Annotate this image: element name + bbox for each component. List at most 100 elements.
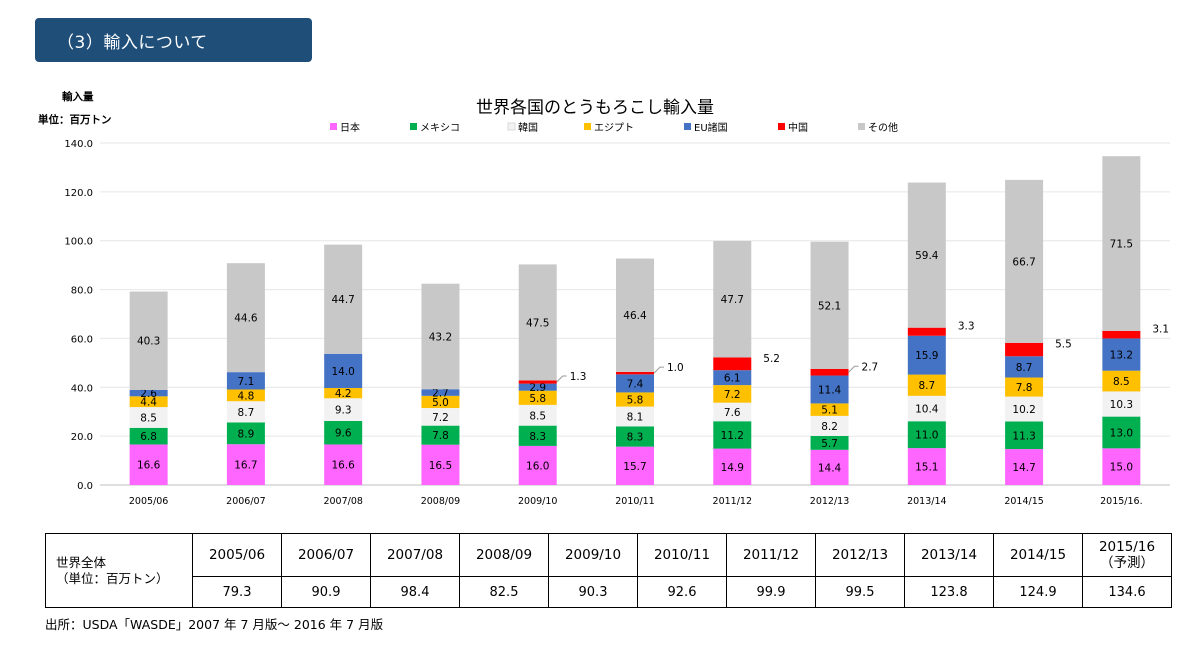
table-value: 123.8 bbox=[904, 576, 994, 608]
bar-segment bbox=[324, 444, 363, 485]
table-label: 世界全体 （単位：百万トン） bbox=[45, 533, 193, 608]
bar-segment bbox=[226, 401, 265, 423]
data-label: 16.6 bbox=[137, 460, 161, 472]
bar-segment bbox=[907, 327, 946, 336]
table-header: 2012/13 bbox=[815, 533, 905, 577]
bar-segment bbox=[1005, 449, 1044, 485]
data-label: 8.7 bbox=[238, 407, 255, 419]
table-value: 82.5 bbox=[459, 576, 549, 608]
x-tick-label: 2007/08 bbox=[323, 496, 362, 507]
data-label: 2.7 bbox=[432, 388, 449, 400]
leader-line bbox=[556, 375, 567, 383]
table-value: 92.6 bbox=[637, 576, 727, 608]
bar-segment bbox=[226, 444, 265, 485]
table-header: 2010/11 bbox=[637, 533, 727, 577]
data-label: 9.6 bbox=[335, 428, 352, 440]
data-label: 66.7 bbox=[1012, 256, 1035, 268]
bar-segment bbox=[810, 435, 849, 450]
data-label: 8.7 bbox=[1016, 362, 1033, 374]
legend-swatch bbox=[410, 123, 417, 130]
legend-label: メキシコ bbox=[420, 123, 460, 134]
bar-segment bbox=[907, 182, 946, 328]
x-tick-label: 2009/10 bbox=[518, 496, 557, 507]
data-label: 8.3 bbox=[529, 431, 546, 443]
chart-legend: 日本 メキシコ 韓国 エジプト EU諸国 中国 その他 bbox=[330, 121, 898, 134]
y-axis-label-line1: 輸入量 bbox=[62, 90, 94, 103]
legend-label: EU諸国 bbox=[694, 121, 728, 134]
bar-segment bbox=[1005, 342, 1044, 357]
x-tick-label: 2013/14 bbox=[907, 496, 946, 507]
bar-segment bbox=[129, 427, 168, 445]
bar-segment bbox=[324, 244, 363, 354]
bar-segment bbox=[226, 263, 265, 373]
bar-segment bbox=[810, 375, 849, 404]
table-value: 124.9 bbox=[993, 576, 1083, 608]
bar-segment bbox=[1005, 396, 1044, 422]
data-label: 13.0 bbox=[1110, 427, 1133, 439]
data-label: 5.1 bbox=[821, 405, 838, 417]
bar-segment bbox=[810, 368, 849, 376]
table-header-forecast: 2015/16 （予測） bbox=[1082, 533, 1172, 577]
bar-segment bbox=[518, 264, 557, 381]
data-label: 7.8 bbox=[432, 430, 449, 442]
table-label-line1: 世界全体 bbox=[56, 554, 107, 570]
data-label: 14.7 bbox=[1012, 462, 1035, 474]
data-label: 16.5 bbox=[429, 460, 452, 472]
bar-segment bbox=[324, 398, 363, 421]
y-axis-label-line2: 単位：百万トン bbox=[38, 113, 112, 126]
bar-segment bbox=[1005, 179, 1044, 343]
data-label: 8.3 bbox=[627, 432, 644, 444]
legend-swatch bbox=[858, 123, 865, 130]
data-label: 40.3 bbox=[137, 336, 160, 348]
data-label: 9.3 bbox=[335, 405, 352, 417]
bar-segment bbox=[1102, 448, 1141, 485]
bar-segment bbox=[616, 374, 654, 393]
x-tick-label: 2008/09 bbox=[421, 496, 460, 507]
y-tick-label: 20.0 bbox=[71, 432, 93, 443]
bar-segment bbox=[518, 404, 557, 426]
data-label: 5.5 bbox=[1055, 339, 1072, 351]
legend-label: 韓国 bbox=[518, 122, 538, 134]
bar-segment bbox=[1005, 421, 1044, 450]
forecast-note: （予測） bbox=[1100, 555, 1154, 571]
data-label: 8.5 bbox=[140, 412, 157, 424]
table-header: 2008/09 bbox=[459, 533, 549, 577]
data-label: 15.7 bbox=[623, 461, 646, 473]
data-label: 14.0 bbox=[331, 366, 354, 378]
table-value: 79.3 bbox=[192, 576, 282, 608]
table-header: 2011/12 bbox=[726, 533, 816, 577]
legend-label: エジプト bbox=[594, 122, 634, 134]
data-label: 1.3 bbox=[570, 371, 587, 383]
bar-segment bbox=[129, 407, 168, 428]
legend-swatch bbox=[584, 123, 591, 130]
data-label: 5.8 bbox=[529, 393, 546, 405]
y-tick-label: 0.0 bbox=[77, 481, 93, 492]
data-label: 8.5 bbox=[529, 410, 546, 422]
data-label: 2.9 bbox=[529, 382, 546, 394]
bar-segment bbox=[616, 406, 654, 427]
bar-segment bbox=[810, 415, 849, 436]
x-tick-label: 2015/16. bbox=[1100, 496, 1143, 507]
data-label: 6.8 bbox=[140, 431, 157, 443]
bar-segment bbox=[1005, 356, 1044, 378]
bar-segment bbox=[713, 240, 752, 358]
data-label: 16.0 bbox=[526, 460, 549, 472]
bar-segment bbox=[129, 389, 168, 397]
bar-segment bbox=[616, 446, 654, 485]
data-label: 44.7 bbox=[331, 294, 354, 306]
data-label: 8.5 bbox=[1113, 376, 1130, 388]
data-label: 14.4 bbox=[818, 462, 842, 474]
table-value: 134.6 bbox=[1082, 576, 1172, 608]
bar-segment bbox=[1102, 370, 1141, 392]
bar-segment bbox=[518, 425, 557, 446]
y-tick-label: 100.0 bbox=[64, 237, 93, 248]
leader-line bbox=[848, 365, 859, 373]
legend-swatch bbox=[507, 122, 516, 131]
table-header: 2006/07 bbox=[281, 533, 371, 577]
bar-segment bbox=[324, 420, 363, 445]
y-tick-label: 40.0 bbox=[71, 383, 93, 394]
data-label: 8.2 bbox=[821, 421, 838, 433]
y-tick-label: 140.0 bbox=[64, 139, 93, 150]
data-label: 5.2 bbox=[763, 353, 780, 365]
x-tick-label: 2006/07 bbox=[226, 496, 265, 507]
